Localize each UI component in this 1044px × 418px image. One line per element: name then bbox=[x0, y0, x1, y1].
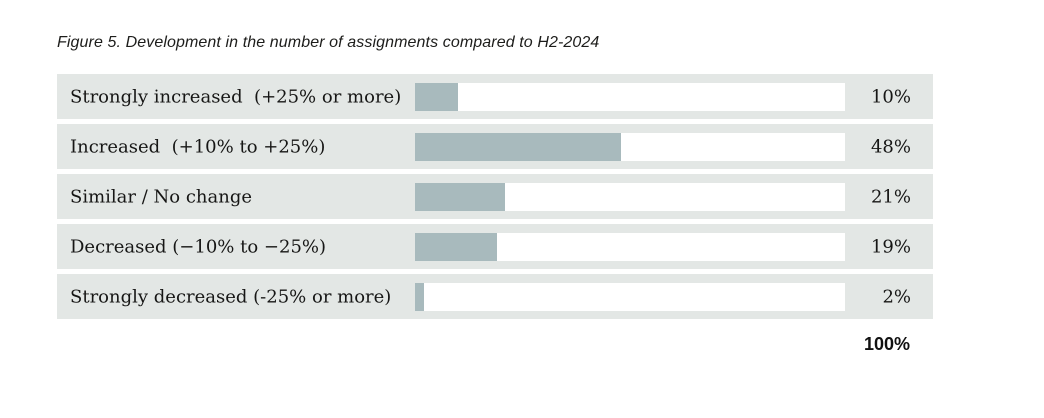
bar-fill bbox=[415, 232, 497, 261]
chart-row: Increased (+10% to +25%) 48% bbox=[57, 124, 933, 169]
chart-row: Strongly increased (+25% or more) 10% bbox=[57, 74, 933, 119]
category-label: Decreased (−10% to −25%) bbox=[70, 236, 327, 257]
bar-track bbox=[415, 182, 845, 211]
bar-track bbox=[415, 82, 845, 111]
total-label: 100% bbox=[863, 334, 910, 354]
value-label: 19% bbox=[870, 236, 911, 257]
figure-title: Figure 5. Development in the number of a… bbox=[57, 34, 600, 51]
bar-fill bbox=[415, 282, 424, 311]
value-label: 48% bbox=[870, 136, 911, 157]
bar-chart: Strongly increased (+25% or more) 10% In… bbox=[57, 74, 933, 324]
bar-track bbox=[415, 282, 845, 311]
bar-track bbox=[415, 232, 845, 261]
category-label: Similar / No change bbox=[70, 186, 252, 207]
value-label: 10% bbox=[870, 86, 911, 107]
chart-row: Decreased (−10% to −25%) 19% bbox=[57, 224, 933, 269]
chart-row: Strongly decreased (-25% or more) 2% bbox=[57, 274, 933, 319]
bar-fill bbox=[415, 132, 622, 161]
category-label: Increased (+10% to +25%) bbox=[70, 136, 326, 157]
value-label: 2% bbox=[882, 286, 911, 307]
bar-track bbox=[415, 132, 845, 161]
chart-row: Similar / No change 21% bbox=[57, 174, 933, 219]
bar-fill bbox=[415, 182, 506, 211]
category-label: Strongly decreased (-25% or more) bbox=[70, 286, 392, 307]
category-label: Strongly increased (+25% or more) bbox=[70, 86, 402, 107]
bar-fill bbox=[415, 82, 458, 111]
value-label: 21% bbox=[870, 186, 911, 207]
